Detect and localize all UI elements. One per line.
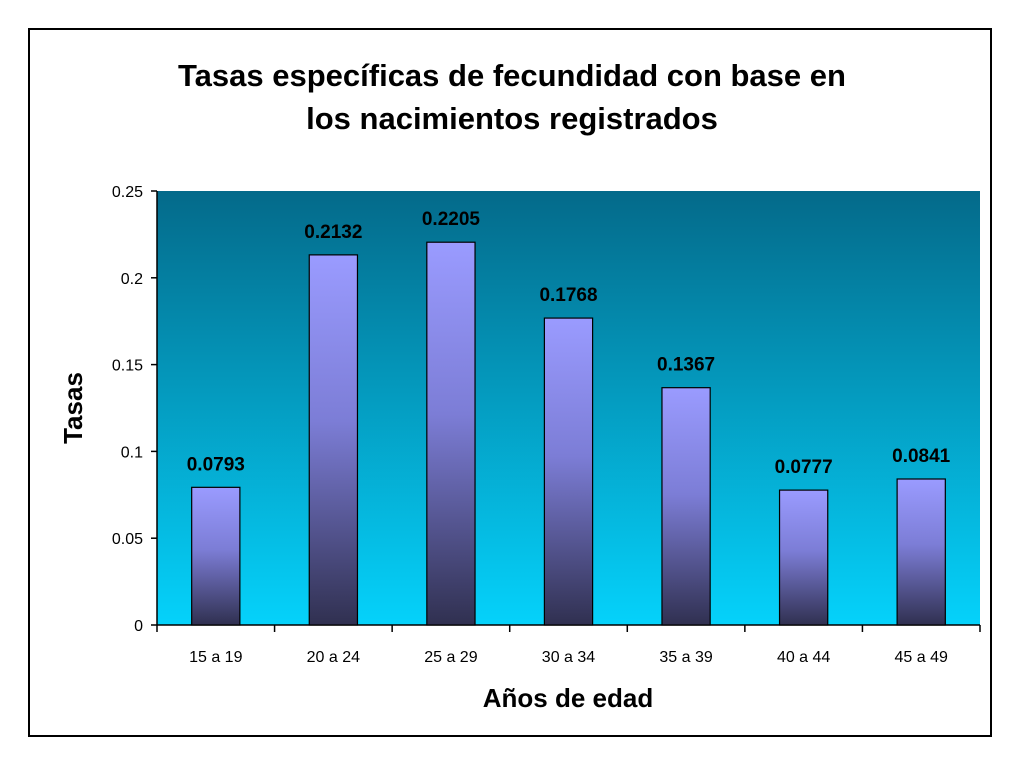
bar — [896, 478, 946, 626]
x-axis-label: Años de edad — [483, 683, 653, 713]
data-label: 0.0777 — [775, 457, 833, 478]
x-tick-label: 45 a 49 — [895, 649, 948, 666]
data-label: 0.2205 — [422, 209, 481, 230]
data-label: 0.2132 — [304, 222, 362, 243]
data-label: 0.1367 — [657, 355, 715, 376]
data-label: 0.1768 — [539, 285, 597, 306]
y-axis: 0 0.05 0.1 0.15 0.2 0.25 — [112, 184, 158, 635]
bar — [426, 241, 476, 626]
chart-title-line-2: los nacimientos registrados — [306, 101, 718, 136]
x-axis: 15 a 19 20 a 24 25 a 29 30 a 34 35 a 39 40 a … — [156, 624, 981, 666]
x-tick-label: 20 a 24 — [307, 649, 360, 666]
bar — [661, 387, 711, 626]
bar — [778, 489, 829, 626]
y-tick-label: 0.05 — [112, 531, 143, 548]
x-tick-label: 40 a 44 — [777, 649, 830, 666]
chart-title-line-1: Tasas específicas de fecundidad con base… — [178, 58, 846, 93]
x-tick-label: 25 a 29 — [424, 649, 477, 666]
y-tick-label: 0.15 — [112, 358, 143, 375]
x-tick-label: 30 a 34 — [542, 649, 595, 666]
y-tick-label: 0.2 — [121, 271, 143, 288]
data-label: 0.0793 — [187, 454, 245, 475]
bar — [308, 254, 359, 626]
data-labels: 0.0793 0.2132 0.2205 0.1768 0.1367 0.0777 0.08… — [187, 209, 951, 478]
bar — [543, 317, 594, 626]
y-axis-label: Tasas — [58, 372, 88, 444]
x-tick-label: 35 a 39 — [659, 649, 712, 666]
bar — [191, 486, 241, 626]
chart-title: Tasas específicas de fecundidad con base… — [0, 54, 1024, 140]
y-tick-label: 0.1 — [121, 444, 143, 461]
bars — [191, 241, 946, 626]
data-label: 0.0841 — [892, 446, 951, 467]
y-tick-label: 0 — [134, 618, 143, 635]
y-tick-label: 0.25 — [112, 184, 143, 201]
x-tick-label: 15 a 19 — [189, 649, 242, 666]
